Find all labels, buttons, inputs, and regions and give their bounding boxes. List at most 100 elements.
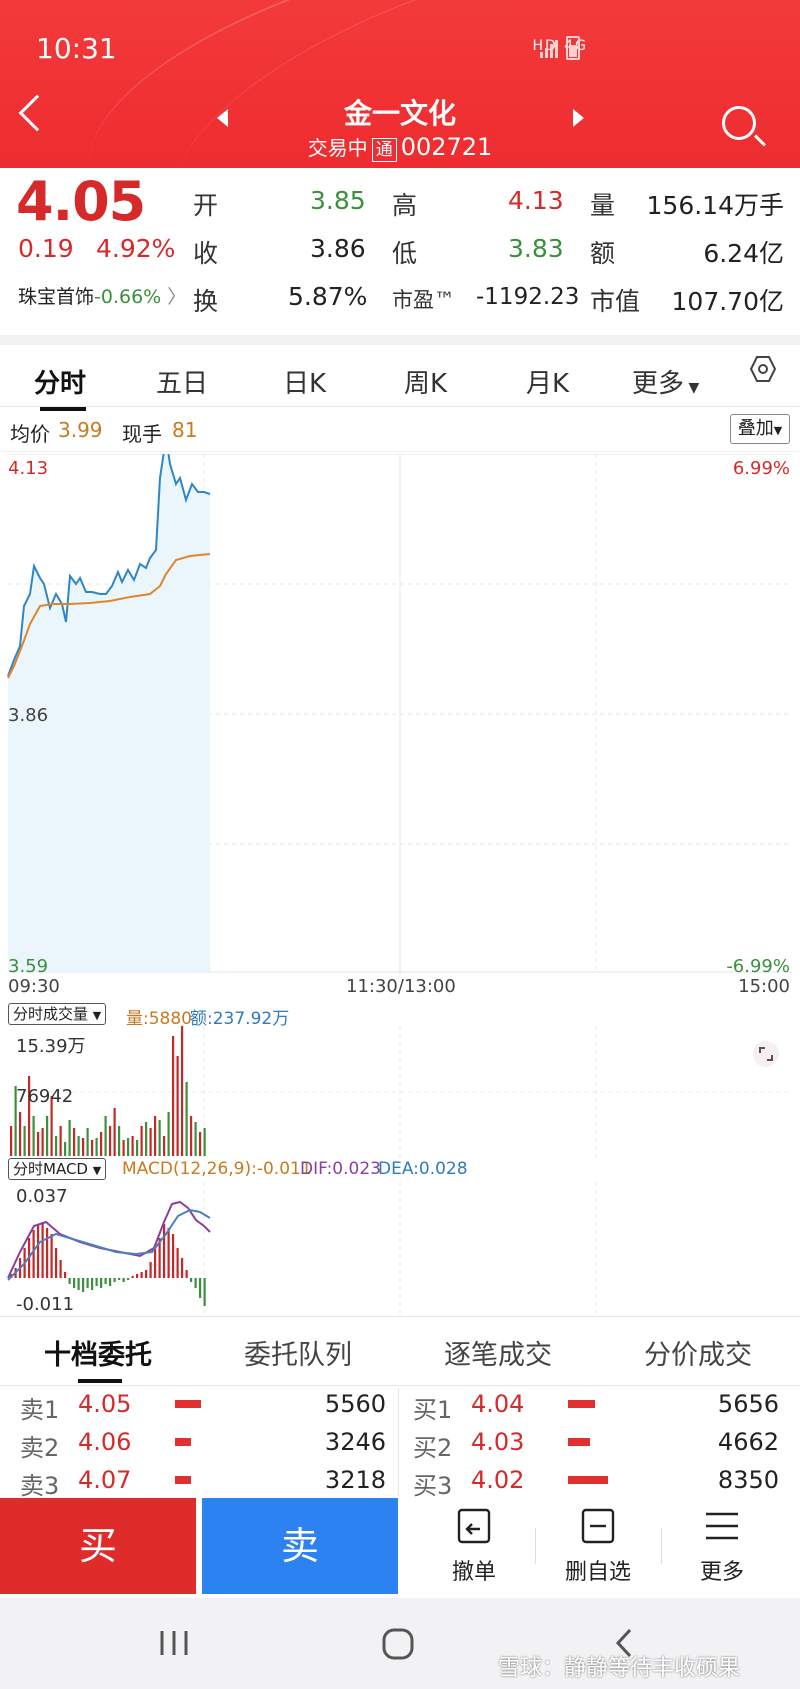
tab-price-volume[interactable]: 分价成交 <box>644 1340 752 1371</box>
tab-tick-trades[interactable]: 逐笔成交 <box>444 1340 552 1371</box>
tab-daily-k[interactable]: 日K <box>283 369 327 399</box>
volume-bar <box>91 1140 94 1156</box>
back-nav-icon[interactable] <box>612 1626 636 1660</box>
order-level: 卖3 <box>20 1472 60 1500</box>
divider <box>661 1528 662 1564</box>
macd-bar <box>55 1248 58 1278</box>
volume-bar <box>149 1128 152 1156</box>
volume-bar <box>64 1142 67 1156</box>
tab-monthly-k[interactable]: 月K <box>526 369 570 399</box>
macd-bar <box>118 1278 121 1280</box>
macd-bar <box>181 1258 184 1278</box>
next-stock-icon[interactable] <box>573 109 584 127</box>
low-label: 低 <box>392 239 418 268</box>
price-area-fill <box>8 454 210 972</box>
price-axis-top: 4.13 <box>8 458 49 479</box>
order-qty: 3246 <box>324 1428 386 1456</box>
cur-hand-value: 81 <box>172 418 198 442</box>
macd-indicator-select[interactable]: 分时MACD ▼ <box>8 1158 107 1180</box>
macd-bar <box>127 1278 130 1280</box>
volume-bar <box>113 1108 116 1156</box>
volume-bar <box>10 1126 13 1156</box>
prev-stock-icon[interactable] <box>217 109 228 127</box>
volume-bar <box>176 1056 179 1156</box>
overlay-label: 叠加 <box>737 418 774 439</box>
tab-intraday[interactable]: 分时 <box>34 369 87 399</box>
volume-bar <box>82 1138 85 1156</box>
cancel-order-button[interactable]: 撤单 <box>424 1506 524 1586</box>
macd-axis-bottom: -0.011 <box>16 1294 75 1315</box>
remove-watchlist-button[interactable]: 删自选 <box>548 1506 648 1586</box>
dif-line <box>7 1200 211 1279</box>
sector-link[interactable]: 珠宝首饰-0.66% 〉 <box>18 286 187 308</box>
avg-price-label: 均价 <box>10 422 50 446</box>
buy-button[interactable]: 买 <box>0 1498 196 1594</box>
mcap-label: 市值 <box>590 287 641 316</box>
macd-bar <box>190 1278 193 1282</box>
tab-weekly-k[interactable]: 周K <box>404 369 448 399</box>
macd-bar <box>194 1278 197 1288</box>
macd-bar <box>167 1228 170 1278</box>
macd-bar <box>140 1272 143 1278</box>
order-volume-bar <box>568 1400 595 1408</box>
more-actions-label: 更多 <box>699 1560 744 1585</box>
order-price: 4.04 <box>471 1390 525 1418</box>
volume-bar <box>55 1136 58 1156</box>
price-line <box>7 454 211 677</box>
search-icon[interactable] <box>722 106 756 140</box>
order-price: 4.07 <box>78 1466 132 1494</box>
price-change-pct: 4.92% <box>96 234 176 263</box>
more-actions-button[interactable]: 更多 <box>672 1506 772 1586</box>
order-qty: 5656 <box>717 1390 779 1418</box>
tab-five-day[interactable]: 五日 <box>156 369 209 399</box>
macd-bar <box>82 1278 85 1292</box>
order-volume-bar <box>568 1438 590 1446</box>
period-tabs: 分时 五日 日K 周K 月K 更多 ▼ <box>0 335 800 411</box>
caret-down-icon: ▼ <box>684 380 700 396</box>
tab-ten-level[interactable]: 十档委托 <box>44 1340 152 1371</box>
intraday-price-chart[interactable] <box>0 454 800 974</box>
macd-bar <box>64 1272 67 1278</box>
order-row: 卖2 4.06 3246 <box>20 1422 390 1462</box>
system-navigation-bar: 雪球：静静等待丰收硕果 <box>0 1598 800 1689</box>
tab-more[interactable]: 更多 ▼ <box>632 363 699 400</box>
volume-bar <box>14 1086 17 1156</box>
order-level: 买2 <box>413 1434 453 1462</box>
volume-bars <box>10 1026 206 1156</box>
macd-axis-top: 0.037 <box>16 1186 68 1207</box>
macd-chart <box>7 1182 597 1316</box>
macd-bar <box>203 1278 206 1306</box>
volume-bar <box>19 1112 22 1156</box>
overlay-button[interactable]: 叠加▼ <box>730 414 790 444</box>
order-volume-bar <box>568 1476 608 1484</box>
macd-bar <box>100 1278 103 1288</box>
tab-order-queue[interactable]: 委托队列 <box>244 1340 352 1371</box>
average-price-line <box>7 553 211 679</box>
tab-more-label: 更多 <box>632 369 685 399</box>
chart-info-row: 均价 3.99 现手 81 <box>0 410 800 452</box>
caret-down-icon: ▼ <box>92 1164 102 1177</box>
volume-bar <box>50 1096 53 1156</box>
volume-bar <box>190 1116 193 1156</box>
macd-bar <box>32 1230 35 1278</box>
macd-bar <box>68 1278 71 1284</box>
volume-bar <box>158 1120 161 1156</box>
macd-bar <box>163 1224 166 1278</box>
volume-bar <box>154 1116 157 1156</box>
volume-grid <box>8 1026 792 1158</box>
settings-hexagon-icon[interactable] <box>749 355 777 383</box>
pe-label: 市盈™ <box>392 288 455 312</box>
close-value: 3.86 <box>310 234 366 263</box>
order-price: 4.02 <box>471 1466 525 1494</box>
expand-icon[interactable] <box>752 1040 780 1068</box>
volume-bar <box>194 1122 197 1156</box>
order-volume-bar <box>175 1438 191 1446</box>
home-icon[interactable] <box>380 1626 416 1662</box>
macd-bar <box>122 1278 125 1282</box>
macd-bar <box>109 1278 112 1286</box>
macd-bar <box>172 1234 175 1278</box>
order-row: 卖1 4.05 5560 <box>20 1384 390 1424</box>
recent-apps-icon[interactable] <box>158 1628 190 1658</box>
sell-button[interactable]: 卖 <box>202 1498 398 1594</box>
volume-indicator-select[interactable]: 分时成交量 ▼ <box>8 1003 107 1025</box>
